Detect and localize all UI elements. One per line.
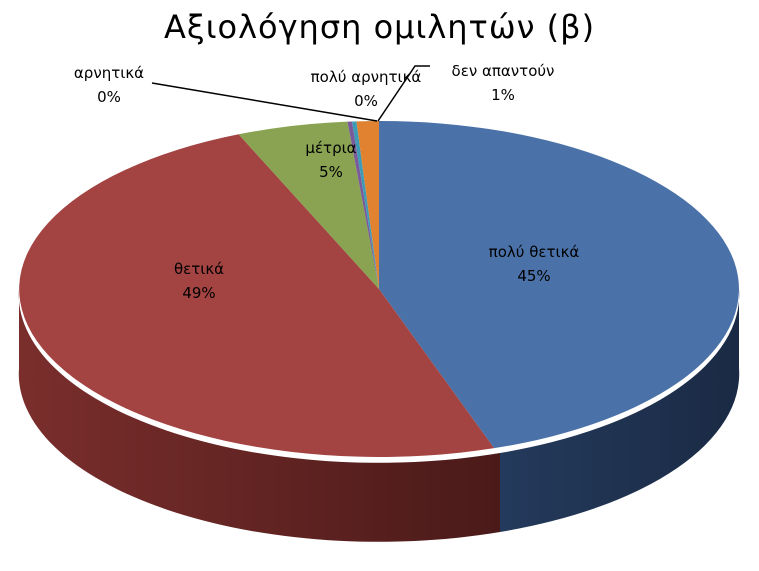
value-thetika: 49% (182, 284, 215, 302)
label-poly-arnitika: πολύ αρνητικά (311, 68, 422, 86)
pie-slice-5 (356, 121, 379, 289)
slice-side-thetika (18, 289, 500, 542)
value-arnitika: 0% (97, 88, 121, 106)
pie-slice-3 (347, 121, 379, 289)
pie-side-walls (18, 289, 740, 542)
leader-lines (151, 65, 430, 122)
value-den-apantoun: 1% (491, 86, 515, 104)
label-thetika: θετικά (174, 260, 224, 278)
slice-labels: πολύ θετικά 45% θετικά 49% μέτρια 5% αρν… (74, 62, 580, 302)
pie-slice-4 (351, 121, 379, 289)
value-poly-thetika: 45% (517, 267, 550, 285)
label-arnitika: αρνητικά (74, 64, 144, 82)
label-den-apantoun: δεν απαντούν (452, 62, 555, 80)
label-metria: μέτρια (305, 139, 356, 157)
leader-line-arnitika (151, 82, 378, 122)
pie-slice-0 (379, 121, 739, 449)
value-metria: 5% (319, 163, 343, 181)
pie-slice-2 (238, 121, 379, 289)
pie-slices (19, 121, 739, 457)
value-poly-arnitika: 0% (354, 92, 378, 110)
slice-side-poly-thetika (500, 289, 740, 532)
pie-slice-1 (19, 134, 495, 457)
leader-line-poly-arnitika (377, 65, 430, 122)
chart-title: Αξιολόγηση ομιλητών (β) (163, 8, 596, 46)
label-poly-thetika: πολύ θετικά (489, 243, 580, 261)
